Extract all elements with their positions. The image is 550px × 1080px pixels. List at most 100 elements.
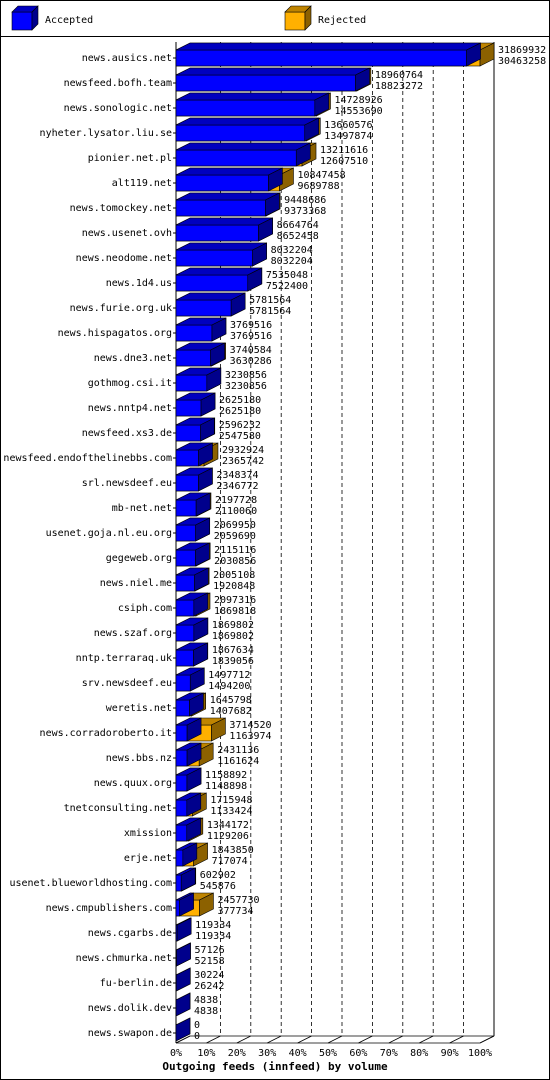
bar-group	[175, 267, 263, 292]
bar-group	[175, 367, 222, 392]
category-label: srl.newsdeef.eu	[82, 478, 172, 489]
value-label: 1645798	[210, 695, 252, 706]
bar-side	[175, 1017, 191, 1042]
bar-side	[198, 742, 214, 767]
bar-side	[466, 42, 481, 67]
bar-group	[175, 117, 321, 142]
bar-group	[175, 917, 192, 942]
bar-group	[175, 617, 209, 642]
value-label: 31869932	[498, 45, 546, 56]
bar	[175, 274, 249, 292]
value-label: 26242	[194, 981, 224, 992]
x-tick-label: 70%	[380, 1048, 398, 1059]
category-label: news.chmurka.net	[76, 953, 172, 964]
bar-group	[175, 292, 246, 317]
bar	[175, 299, 232, 317]
category-label: news.swapon.de	[88, 1028, 172, 1039]
legend: Accepted Rejected	[11, 5, 366, 31]
value-label: 14728926	[334, 95, 382, 106]
bar-side	[200, 417, 215, 442]
x-tick	[267, 1035, 282, 1044]
bar	[175, 374, 208, 392]
value-label: 1344172	[207, 820, 249, 831]
bar	[175, 324, 213, 342]
value-label: 2596232	[219, 420, 261, 431]
category-label: news.niel.me	[100, 578, 172, 589]
value-label: 2932924	[222, 445, 264, 456]
bar-side	[230, 292, 246, 317]
bar	[175, 199, 266, 217]
value-label: 3740584	[230, 345, 272, 356]
bar-side	[247, 267, 263, 292]
value-label: 9689788	[297, 181, 339, 192]
bar	[175, 124, 306, 142]
value-label: 2115116	[214, 545, 256, 556]
bar	[175, 799, 188, 817]
bar-side	[265, 192, 280, 217]
value-label: 1494200	[208, 681, 250, 692]
value-label: 18960764	[375, 70, 423, 81]
bar-side	[189, 667, 205, 692]
bar-side	[193, 642, 208, 667]
bar-side	[194, 567, 209, 592]
value-label: 3714520	[229, 720, 271, 731]
category-label: news.cmpublishers.com	[46, 903, 172, 914]
category-label: news.tomockey.net	[70, 203, 172, 214]
value-label: 2431136	[217, 745, 259, 756]
bar	[175, 99, 316, 117]
value-label: 12607510	[320, 156, 368, 167]
bar	[175, 499, 197, 517]
bar	[175, 724, 188, 742]
value-label: 2348374	[216, 470, 258, 481]
value-label: 9448686	[284, 195, 326, 206]
x-tick-label: 0%	[170, 1048, 182, 1059]
value-label: 119334	[195, 931, 231, 942]
category-label: newsfeed.endofthelinebbs.com	[3, 453, 172, 464]
bar-group	[175, 892, 214, 917]
bar-top	[175, 117, 319, 126]
category-label: news.1d4.us	[106, 278, 172, 289]
bar-side	[210, 342, 225, 367]
category-label: mb-net.net	[112, 503, 172, 514]
bar-side	[186, 767, 202, 792]
category-label: gothmog.csi.it	[88, 378, 172, 389]
bar-group	[175, 42, 495, 67]
value-label: 1158892	[205, 770, 247, 781]
bar	[175, 774, 188, 792]
value-label: 5781564	[249, 306, 291, 317]
value-label: 10847458	[297, 170, 345, 181]
bar-top	[175, 92, 329, 101]
value-label: 1407682	[210, 706, 252, 717]
value-label: 1869802	[212, 631, 254, 642]
category-label: usenet.goja.nl.eu.org	[46, 528, 172, 539]
category-label: news.nntp4.net	[88, 403, 172, 414]
category-label: news.sonologic.net	[64, 103, 172, 114]
category-label: news.hispagatos.org	[58, 328, 172, 339]
bar-group	[175, 867, 197, 892]
bar-side	[314, 92, 330, 117]
category-label: news.cgarbs.de	[88, 928, 172, 939]
value-label: 1161624	[217, 756, 259, 767]
value-label: 8664764	[277, 220, 319, 231]
value-label: 1843850	[212, 845, 254, 856]
value-label: 119334	[195, 920, 231, 931]
x-tick-label: 80%	[410, 1048, 428, 1059]
bar-side	[176, 942, 191, 967]
bar-group	[175, 492, 212, 517]
x-tick	[236, 1035, 251, 1044]
bar	[175, 599, 195, 617]
category-label: news.szaf.org	[94, 628, 172, 639]
value-label: 3769516	[230, 331, 272, 342]
value-label: 2110060	[215, 506, 257, 517]
bar	[175, 149, 297, 167]
bar-side	[186, 792, 202, 817]
value-label: 3230856	[225, 381, 267, 392]
bar	[175, 49, 467, 67]
bar	[175, 474, 199, 492]
legend-swatch-side	[31, 5, 39, 31]
bar-group	[175, 1017, 191, 1042]
value-label: 2365742	[222, 456, 264, 467]
value-label: 1839056	[212, 656, 254, 667]
category-label: weretis.net	[106, 703, 172, 714]
